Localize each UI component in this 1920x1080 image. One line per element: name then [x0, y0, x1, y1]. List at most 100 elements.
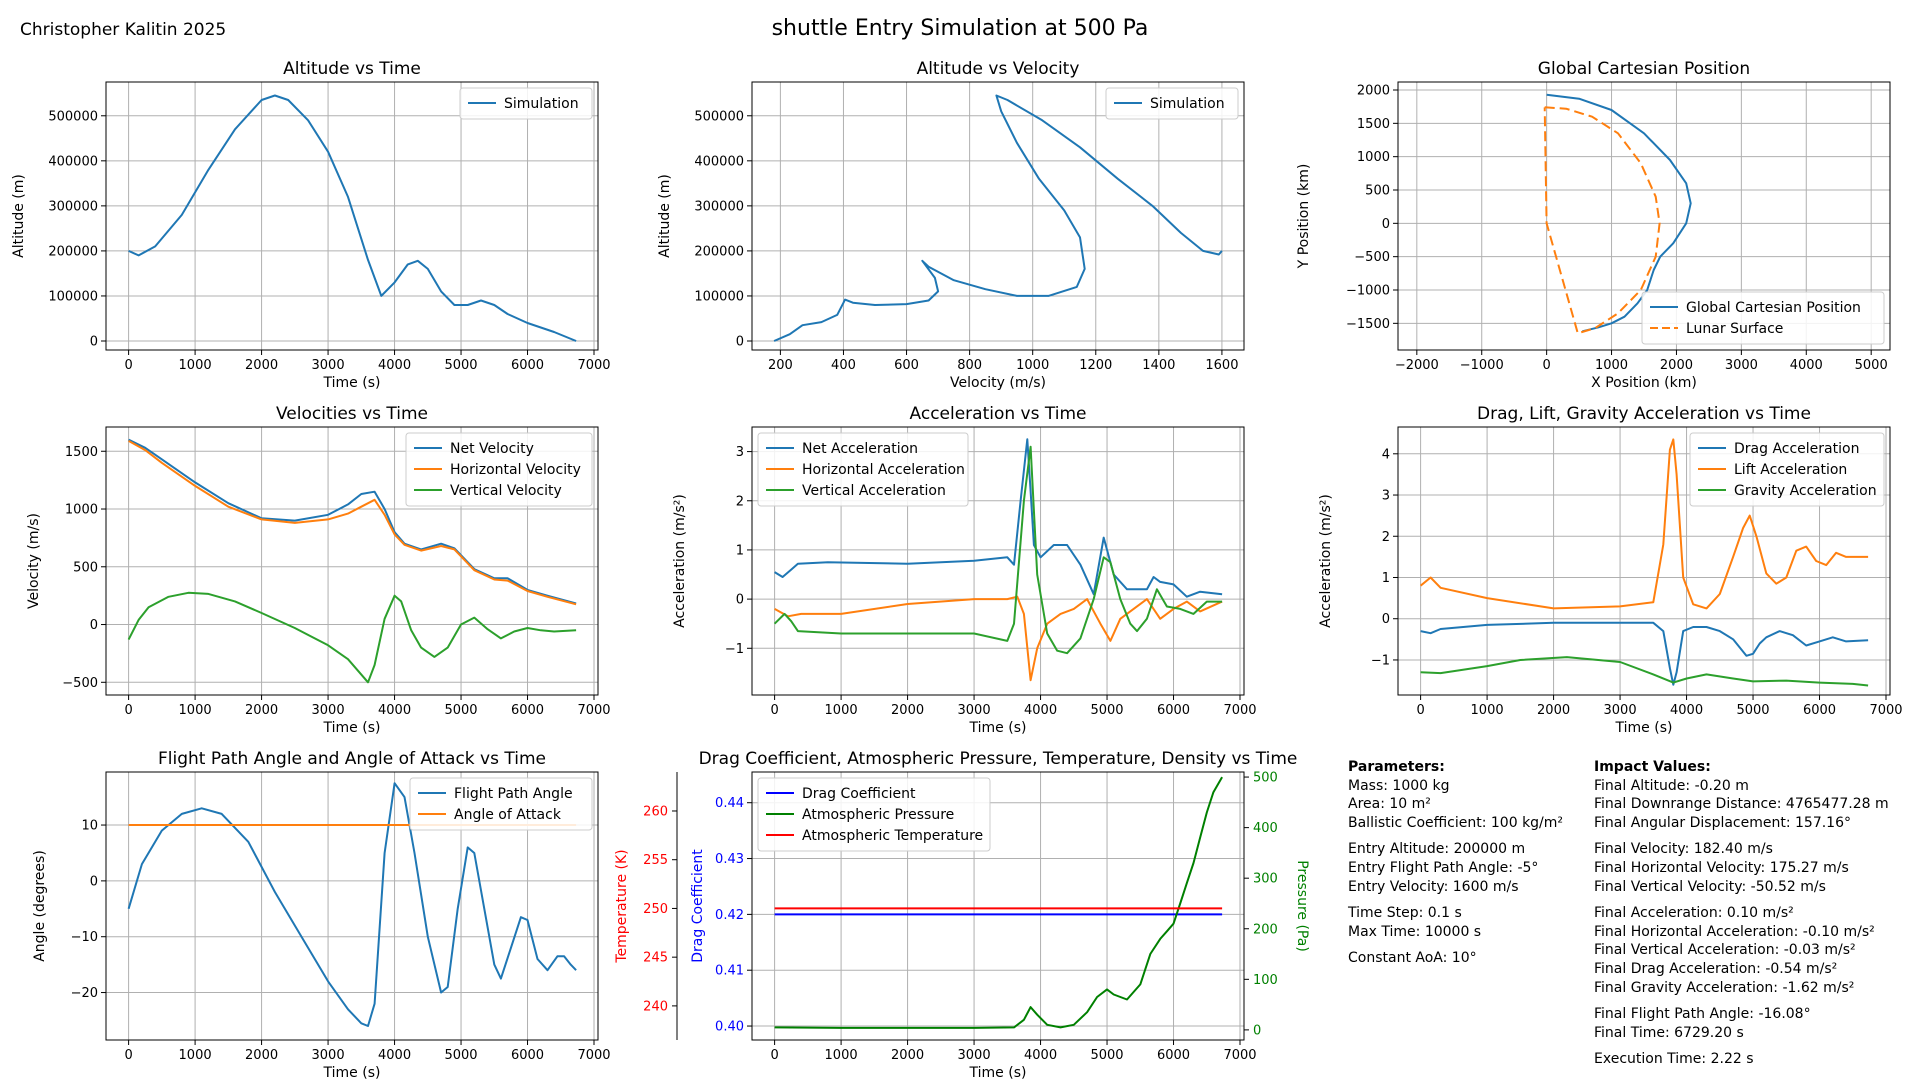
series-line-2 [1419, 438, 1869, 610]
spacer [1594, 896, 1889, 904]
x-tick-label: 2000 [1537, 703, 1570, 718]
y-tick-label: 0.40 [715, 1020, 744, 1035]
y-tick-label: −1 [1371, 653, 1390, 668]
x-tick-label: 6000 [1157, 703, 1190, 718]
impact-value-line: Final Time: 6729.20 s [1594, 1024, 1744, 1041]
x-tick-label: 3000 [312, 703, 345, 718]
y-tick-label: 2 [1382, 530, 1390, 545]
parameter-heading: Parameters: [1348, 759, 1445, 775]
spacer [1348, 896, 1563, 904]
x-tick-label: 5000 [1855, 358, 1888, 373]
x-tick-label: 6000 [1157, 1048, 1190, 1063]
legend-label: Atmospheric Temperature [802, 828, 983, 844]
legend-box [1105, 87, 1239, 120]
x-tick-label: 0 [1542, 358, 1550, 373]
y-tick-label: −500 [62, 676, 98, 691]
spacer [1348, 941, 1563, 949]
series-line-1 [774, 438, 1223, 598]
chart-title: Drag Coefficient, Atmospheric Pressure, … [699, 749, 1298, 769]
y-tick-label: 1 [1382, 571, 1390, 586]
legend: Global Cartesian Position Lunar Surface [1641, 291, 1885, 345]
x-axis-label: Time (s) [969, 1065, 1027, 1080]
x-tick-label: 5000 [1736, 703, 1769, 718]
legend-label: Lift Acceleration [1734, 462, 1847, 478]
legend-label: Simulation [1150, 96, 1225, 112]
spacer [1594, 832, 1889, 840]
y-tick-label: −1000 [1346, 284, 1390, 299]
legend-box [459, 87, 593, 120]
plot-frame [1397, 426, 1891, 696]
x-axis-label: Time (s) [1615, 720, 1673, 736]
y-tick-label: 0.41 [715, 964, 744, 979]
x-tick-label: 1000 [1595, 358, 1628, 373]
spacer [1348, 832, 1563, 840]
y-tick-label: 0 [90, 334, 98, 349]
chart-2: 200 400 600 800 1000 1200 1400 1600 0 100000 20000… [657, 59, 1245, 391]
legend-label: Flight Path Angle [454, 786, 573, 802]
impact-value-line: Final Horizontal Velocity: 175.27 m/s [1594, 859, 1849, 876]
legend-box [405, 432, 593, 507]
x-tick-label: −1000 [1460, 358, 1504, 373]
y-tick-label: 1 [736, 543, 744, 558]
chart-title: Drag, Lift, Gravity Acceleration vs Time [1477, 404, 1811, 424]
y-tick-label: 0 [1382, 217, 1390, 232]
impact-value-line: Final Gravity Acceleration: -1.62 m/s² [1594, 979, 1855, 996]
chart-title: Flight Path Angle and Angle of Attack vs… [158, 749, 546, 769]
author-credit: Christopher Kalitin 2025 [20, 20, 227, 40]
y-tick-label: 0.42 [715, 908, 744, 923]
x-tick-label: 0 [124, 1048, 132, 1063]
y-tick-label: 0 [90, 874, 98, 889]
x-tick-label: 2000 [891, 1048, 924, 1063]
plot-frame [105, 81, 599, 351]
y-tick-label: 200000 [48, 244, 98, 259]
x-tick-label: 1000 [179, 1048, 212, 1063]
chart-title: Velocities vs Time [276, 404, 428, 424]
x-tick-label: 4000 [1670, 703, 1703, 718]
x-tick-label: 1000 [825, 1048, 858, 1063]
legend-label: Net Velocity [450, 441, 534, 457]
legend-label: Net Acceleration [802, 441, 918, 457]
y-axis-label: Acceleration (m/s²) [1318, 494, 1334, 628]
impact-value-heading: Impact Values: [1594, 759, 1711, 775]
y-tick-label: 10 [81, 819, 98, 834]
chart-title: Altitude vs Time [283, 59, 421, 79]
impact-value-line: Final Altitude: -0.20 m [1594, 777, 1749, 794]
x-axis-label: Time (s) [969, 720, 1027, 736]
x-tick-label: 1000 [1471, 703, 1504, 718]
x-tick-label: 0 [124, 703, 132, 718]
y-tick-label: 500 [1365, 184, 1390, 199]
legend-label: Horizontal Acceleration [802, 462, 965, 478]
pressure-tick-label: 200 [1253, 922, 1278, 937]
y-tick-label: −1500 [1346, 317, 1390, 332]
x-tick-label: 3000 [1725, 358, 1758, 373]
chart-4: 0 1000 2000 3000 4000 5000 6000 7000 −500 0 500 100… [26, 404, 611, 736]
series-line-1 [128, 94, 577, 342]
y-tick-label: −500 [1354, 250, 1390, 265]
x-tick-label: 0 [124, 358, 132, 373]
temperature-tick-label: 240 [643, 999, 668, 1014]
y-tick-label: 100000 [48, 289, 98, 304]
y-tick-label: 2000 [1357, 84, 1390, 99]
x-tick-label: 7000 [1223, 1048, 1256, 1063]
y-tick-label: 1000 [1357, 150, 1390, 165]
series-line-1 [127, 782, 577, 1027]
x-tick-label: 3000 [312, 1048, 345, 1063]
x-tick-label: 2000 [891, 703, 924, 718]
x-tick-label: 3000 [958, 703, 991, 718]
pressure-tick-label: 100 [1253, 973, 1278, 988]
y-axis-label: Angle (degrees) [32, 850, 48, 962]
series-line-2 [774, 776, 1223, 1029]
chart-title: Global Cartesian Position [1538, 59, 1750, 79]
x-tick-label: 4000 [1024, 703, 1057, 718]
x-tick-label: 7000 [577, 358, 610, 373]
x-tick-label: 5000 [444, 703, 477, 718]
temperature-tick-label: 250 [643, 902, 668, 917]
parameter-line: Time Step: 0.1 s [1348, 905, 1462, 922]
y-tick-label: −20 [71, 986, 98, 1001]
legend-box [1641, 291, 1885, 345]
legend: Net Acceleration Horizontal Acceleration V… [757, 432, 969, 507]
x-axis-label: Time (s) [323, 1065, 381, 1080]
x-tick-label: 2000 [245, 1048, 278, 1063]
x-axis-label: Velocity (m/s) [950, 375, 1046, 391]
